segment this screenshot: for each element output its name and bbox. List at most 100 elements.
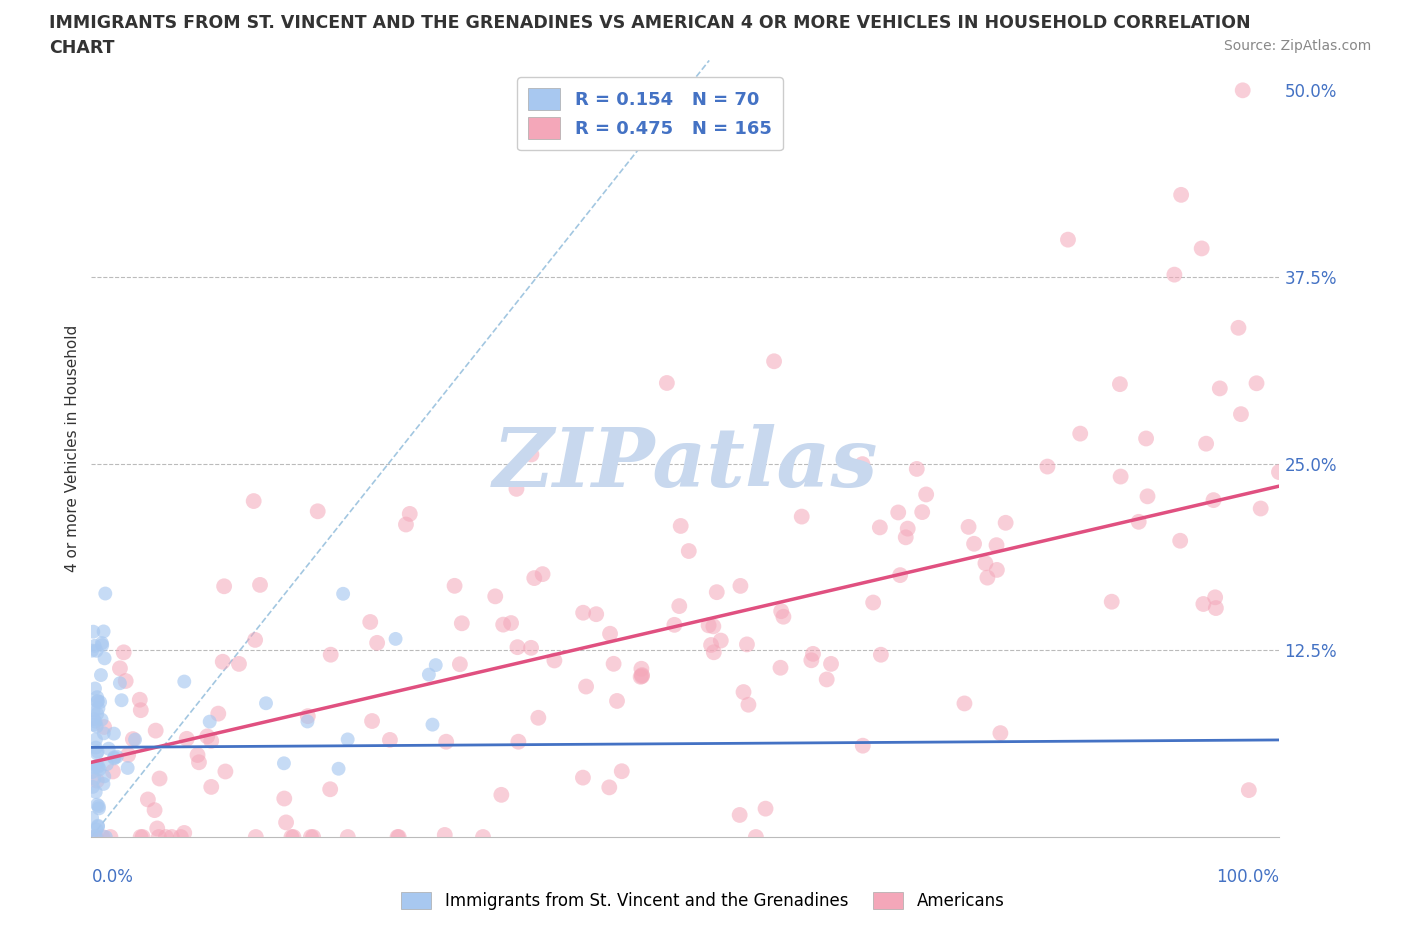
Point (86, 744, 108, 759)
Point (328, 762, 350, 777)
Point (332, 586, 354, 601)
Point (86, 707, 108, 722)
Point (974, 556, 997, 571)
Point (160, 830, 183, 844)
Point (243, 632, 266, 647)
Point (575, 679, 598, 694)
Point (994, 515, 1017, 530)
Point (572, 770, 595, 785)
Point (915, 487, 938, 502)
Point (678, 544, 700, 559)
Point (273, 791, 295, 806)
Point (585, 606, 607, 621)
Point (96, 757, 118, 772)
Point (710, 633, 733, 648)
Point (433, 828, 456, 843)
Point (200, 734, 222, 749)
Point (86, 797, 108, 812)
Point (630, 670, 652, 684)
Point (86, 694, 108, 709)
Point (763, 353, 786, 368)
Point (242, 494, 264, 509)
Point (894, 530, 917, 545)
Point (100, 830, 122, 844)
Point (668, 599, 690, 614)
Point (173, 674, 195, 689)
Point (1163, 267, 1185, 282)
Point (1101, 594, 1123, 609)
Point (200, 779, 222, 794)
Point (110, 693, 132, 708)
Point (136, 792, 159, 807)
Point (602, 657, 624, 671)
Point (631, 669, 654, 684)
Point (770, 604, 793, 618)
Point (523, 571, 546, 586)
Point (1195, 436, 1218, 451)
Point (1250, 501, 1272, 516)
Point (1209, 381, 1232, 396)
Point (143, 803, 166, 817)
Point (610, 764, 633, 778)
Point (862, 595, 884, 610)
Point (83, 760, 105, 775)
Point (87, 819, 110, 834)
Point (93, 720, 115, 735)
Point (105, 750, 128, 764)
Point (790, 509, 813, 524)
Point (1136, 489, 1159, 504)
Point (1205, 601, 1227, 616)
Point (129, 830, 152, 844)
Point (911, 505, 934, 520)
Point (83, 703, 105, 718)
Point (155, 830, 177, 844)
Point (897, 521, 920, 536)
Point (434, 735, 457, 750)
Point (1202, 493, 1225, 508)
Point (851, 457, 873, 472)
Point (273, 756, 295, 771)
Point (145, 724, 167, 738)
Point (93, 726, 115, 741)
Point (700, 638, 723, 653)
Point (211, 655, 233, 670)
Point (395, 517, 418, 532)
Point (963, 537, 986, 551)
Point (274, 815, 297, 830)
Point (103, 751, 125, 765)
Point (520, 447, 543, 462)
Point (869, 520, 891, 535)
Point (800, 653, 823, 668)
Point (121, 732, 143, 747)
Point (94, 830, 117, 844)
Point (1204, 590, 1226, 604)
Point (93, 651, 115, 666)
Point (572, 605, 595, 620)
Text: ZIPatlas: ZIPatlas (492, 424, 879, 504)
Point (387, 830, 409, 844)
Point (976, 570, 998, 585)
Point (94, 586, 117, 601)
Point (84, 830, 107, 844)
Point (735, 637, 758, 652)
Point (86, 719, 108, 734)
Point (531, 566, 554, 581)
Point (905, 461, 928, 476)
Point (1237, 783, 1260, 798)
Point (297, 714, 319, 729)
Point (1109, 469, 1132, 484)
Point (772, 609, 794, 624)
Point (630, 661, 652, 676)
Point (754, 802, 776, 817)
Point (82, 764, 104, 779)
Point (86, 644, 108, 658)
Point (124, 732, 146, 747)
Point (86, 746, 108, 761)
Point (1230, 406, 1253, 421)
Point (280, 830, 302, 844)
Point (815, 672, 838, 687)
Point (631, 668, 654, 683)
Point (1170, 188, 1192, 203)
Point (87, 759, 110, 774)
Point (297, 709, 319, 724)
